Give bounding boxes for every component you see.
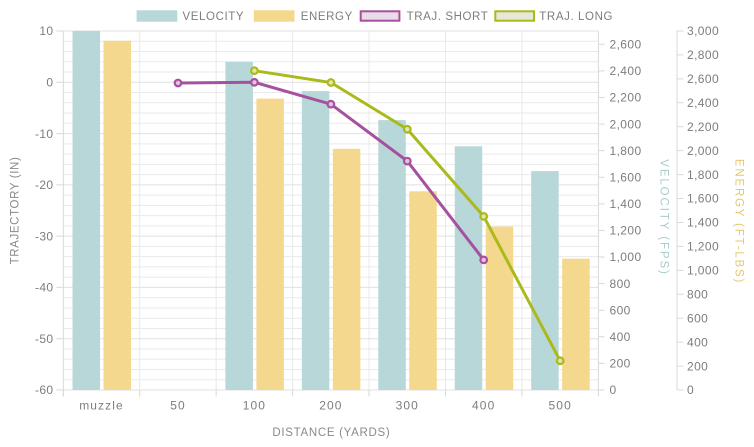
svg-text:1,000: 1,000 <box>687 264 719 278</box>
svg-text:1,200: 1,200 <box>610 224 642 238</box>
svg-text:1,800: 1,800 <box>687 168 719 182</box>
svg-text:-60: -60 <box>35 383 54 397</box>
svg-text:1,800: 1,800 <box>610 144 642 158</box>
svg-text:2,000: 2,000 <box>610 117 642 131</box>
svg-text:200: 200 <box>610 357 631 371</box>
svg-text:2,200: 2,200 <box>687 120 719 134</box>
svg-text:300: 300 <box>396 399 419 413</box>
svg-text:2,800: 2,800 <box>687 48 719 62</box>
svg-text:TRAJECTORY (IN): TRAJECTORY (IN) <box>10 157 22 265</box>
svg-text:1,600: 1,600 <box>610 170 642 184</box>
svg-text:-40: -40 <box>35 281 54 295</box>
svg-text:200: 200 <box>319 399 342 413</box>
svg-text:TRAJ. SHORT: TRAJ. SHORT <box>407 11 489 23</box>
svg-text:0: 0 <box>687 383 694 397</box>
svg-text:800: 800 <box>687 287 708 301</box>
svg-text:2,000: 2,000 <box>687 144 719 158</box>
svg-text:DISTANCE (YARDS): DISTANCE (YARDS) <box>272 427 390 439</box>
svg-text:400: 400 <box>610 330 631 344</box>
svg-text:600: 600 <box>610 303 631 317</box>
svg-text:400: 400 <box>687 335 708 349</box>
svg-text:2,400: 2,400 <box>687 96 719 110</box>
svg-text:100: 100 <box>243 399 266 413</box>
svg-text:1,600: 1,600 <box>687 192 719 206</box>
svg-text:1,200: 1,200 <box>687 240 719 254</box>
svg-text:10: 10 <box>39 24 53 38</box>
svg-text:2,600: 2,600 <box>610 38 642 52</box>
svg-text:0: 0 <box>610 383 617 397</box>
svg-text:-50: -50 <box>35 332 54 346</box>
svg-text:200: 200 <box>687 359 708 373</box>
svg-text:1,400: 1,400 <box>610 197 642 211</box>
svg-text:ENERGY (FT-LBS): ENERGY (FT-LBS) <box>732 159 744 284</box>
svg-text:-10: -10 <box>35 127 54 141</box>
svg-text:TRAJ. LONG: TRAJ. LONG <box>539 11 613 23</box>
svg-text:2,600: 2,600 <box>687 72 719 86</box>
svg-text:400: 400 <box>472 399 495 413</box>
svg-text:500: 500 <box>549 399 572 413</box>
svg-text:-30: -30 <box>35 229 54 243</box>
svg-text:VELOCITY: VELOCITY <box>183 11 245 23</box>
svg-text:ENERGY: ENERGY <box>301 11 353 23</box>
svg-text:1,000: 1,000 <box>610 250 642 264</box>
svg-text:50: 50 <box>170 399 186 413</box>
svg-text:muzzle: muzzle <box>79 399 124 413</box>
svg-text:VELOCITY (FPS): VELOCITY (FPS) <box>658 159 670 276</box>
svg-text:600: 600 <box>687 311 708 325</box>
svg-text:800: 800 <box>610 277 631 291</box>
svg-text:2,200: 2,200 <box>610 91 642 105</box>
svg-text:0: 0 <box>46 75 53 89</box>
svg-text:1,400: 1,400 <box>687 216 719 230</box>
svg-text:3,000: 3,000 <box>687 24 719 38</box>
svg-text:2,400: 2,400 <box>610 64 642 78</box>
svg-text:-20: -20 <box>35 178 54 192</box>
